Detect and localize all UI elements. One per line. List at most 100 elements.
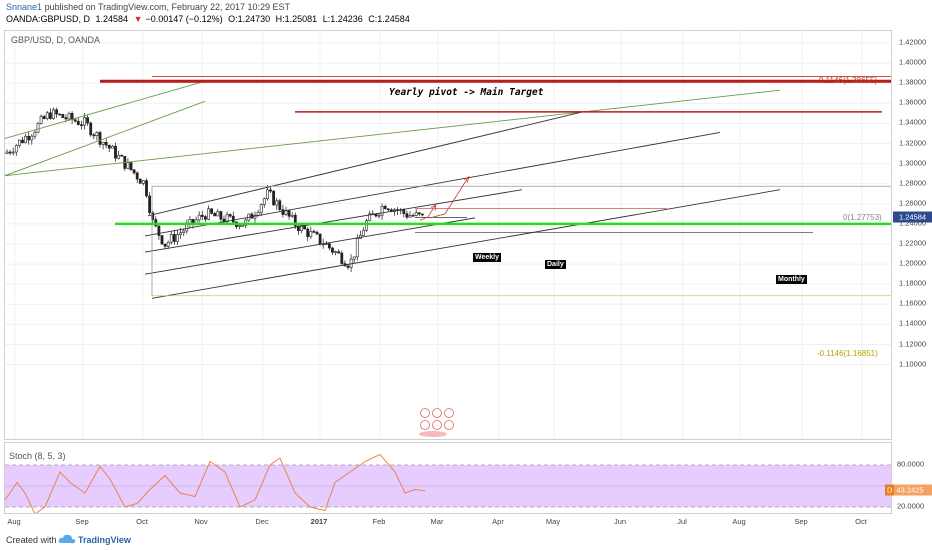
bear-candle <box>405 213 409 218</box>
price-tick: 1.34000 <box>899 117 927 127</box>
price-tick: 1.38000 <box>899 77 927 87</box>
bull-candle <box>309 231 313 238</box>
bear-candle <box>70 113 74 121</box>
bear-candle <box>55 109 59 115</box>
price-tick: 1.14000 <box>899 318 927 328</box>
green-channel-line <box>5 100 206 177</box>
footer: Created with TradingView <box>0 530 932 550</box>
bear-candle <box>411 215 415 217</box>
bear-candle <box>163 243 167 247</box>
event-icon <box>432 408 442 418</box>
author-link[interactable]: Snnane1 <box>6 2 43 12</box>
bear-candle <box>129 162 133 171</box>
bull-candle <box>18 139 21 146</box>
price-tick: 1.16000 <box>899 298 927 308</box>
bull-candle <box>14 145 18 153</box>
bear-candle <box>296 225 300 232</box>
bull-candle <box>352 256 356 260</box>
down-arrow-icon: ▼ <box>133 14 143 24</box>
fib-zero-label: 0(1.27753) <box>843 213 882 222</box>
time-tick: Sep <box>75 517 89 526</box>
time-tick: Apr <box>492 517 504 526</box>
time-tick: Mar <box>430 517 444 526</box>
price-tick: 1.10000 <box>899 359 927 369</box>
bear-candle <box>293 214 297 227</box>
bear-candle <box>318 233 322 245</box>
tradingview-brand[interactable]: TradingView <box>78 535 131 545</box>
bull-candle <box>300 225 303 232</box>
price-tick: 1.24000 <box>899 218 927 228</box>
bull-candle <box>225 214 229 223</box>
bear-candle <box>340 252 344 264</box>
stochastic-pane[interactable]: Stoch (8, 5, 3) <box>4 442 892 514</box>
bull-candle <box>380 206 384 216</box>
bear-candle <box>21 139 24 143</box>
bull-candle <box>290 214 294 217</box>
open-value: O:1.24730 <box>228 14 271 24</box>
bear-candle <box>312 231 316 233</box>
bear-candle <box>98 132 102 145</box>
bear-candle <box>420 213 424 216</box>
bear-candle <box>231 215 235 223</box>
green-channel-line <box>5 80 206 139</box>
bear-candle <box>42 116 46 119</box>
bear-candle <box>27 135 31 141</box>
bear-candle <box>306 228 310 238</box>
channel-line <box>144 217 476 275</box>
daily-tag: Daily <box>545 260 566 269</box>
bull-candle <box>197 214 201 221</box>
time-tick: Sep <box>794 517 808 526</box>
price-chart-pane[interactable]: GBP/USD, D, OANDA Yearly pivot -> Main T… <box>4 30 892 440</box>
bear-candle <box>204 216 207 220</box>
bull-candle <box>241 225 245 227</box>
bull-candle <box>33 131 37 137</box>
projection-arrow <box>419 205 436 221</box>
stoch-tick: 20.0000 <box>897 501 925 511</box>
event-icon <box>420 420 430 430</box>
bull-candle <box>142 180 145 184</box>
bull-candle <box>126 162 130 169</box>
close-value: C:1.24584 <box>368 14 410 24</box>
bull-candle <box>238 225 241 228</box>
bull-candle <box>101 142 105 145</box>
time-tick: Jul <box>677 517 687 526</box>
fib-bottom-label: -0.1146(1.16851) <box>817 349 878 358</box>
event-icon <box>419 431 447 437</box>
bear-candle <box>64 117 68 120</box>
bull-candle <box>30 135 34 141</box>
stochastic-axis[interactable]: 80.0000 20.0000 D 43.2425 <box>885 442 932 514</box>
bull-candle <box>45 112 49 119</box>
bear-candle <box>213 213 217 217</box>
price-tick: 1.30000 <box>899 158 927 168</box>
bull-candle <box>95 132 99 136</box>
time-tick: Feb <box>372 517 386 526</box>
bear-candle <box>315 231 319 235</box>
bull-candle <box>216 211 220 217</box>
bear-candle <box>173 234 176 242</box>
bear-candle <box>417 212 421 215</box>
chart-header: Snnane1 published on TradingView.com, Fe… <box>0 0 932 28</box>
bull-candle <box>408 215 412 218</box>
bear-candle <box>383 206 387 210</box>
price-axis[interactable]: 1.42000 1.40000 1.38000 1.36000 1.34000 1.320… <box>893 30 932 440</box>
channel-line <box>151 189 781 299</box>
bear-candle <box>210 208 214 214</box>
bull-candle <box>259 204 263 213</box>
price-tick: 1.32000 <box>899 138 927 147</box>
published-text: published on TradingView.com, February 2… <box>44 2 291 12</box>
bull-candle <box>262 198 266 205</box>
bear-candle <box>272 190 276 206</box>
bull-candle <box>52 109 55 119</box>
time-tick: May <box>545 517 561 526</box>
high-value: H:1.25081 <box>275 14 318 24</box>
bear-candle <box>58 113 62 116</box>
stochastic-svg <box>5 453 891 513</box>
bear-candle <box>86 117 90 124</box>
price-tick: 1.28000 <box>899 178 927 188</box>
publish-line: Snnane1 published on TradingView.com, Fe… <box>6 2 290 13</box>
bull-candle <box>39 116 43 124</box>
bull-candle <box>24 135 28 143</box>
projection-arrow <box>429 177 469 219</box>
created-with-text: Created with <box>6 535 57 545</box>
time-axis[interactable]: Aug Sep Oct Nov Dec 2017 Feb Mar Apr May Jun Jul Aug… <box>4 515 892 529</box>
